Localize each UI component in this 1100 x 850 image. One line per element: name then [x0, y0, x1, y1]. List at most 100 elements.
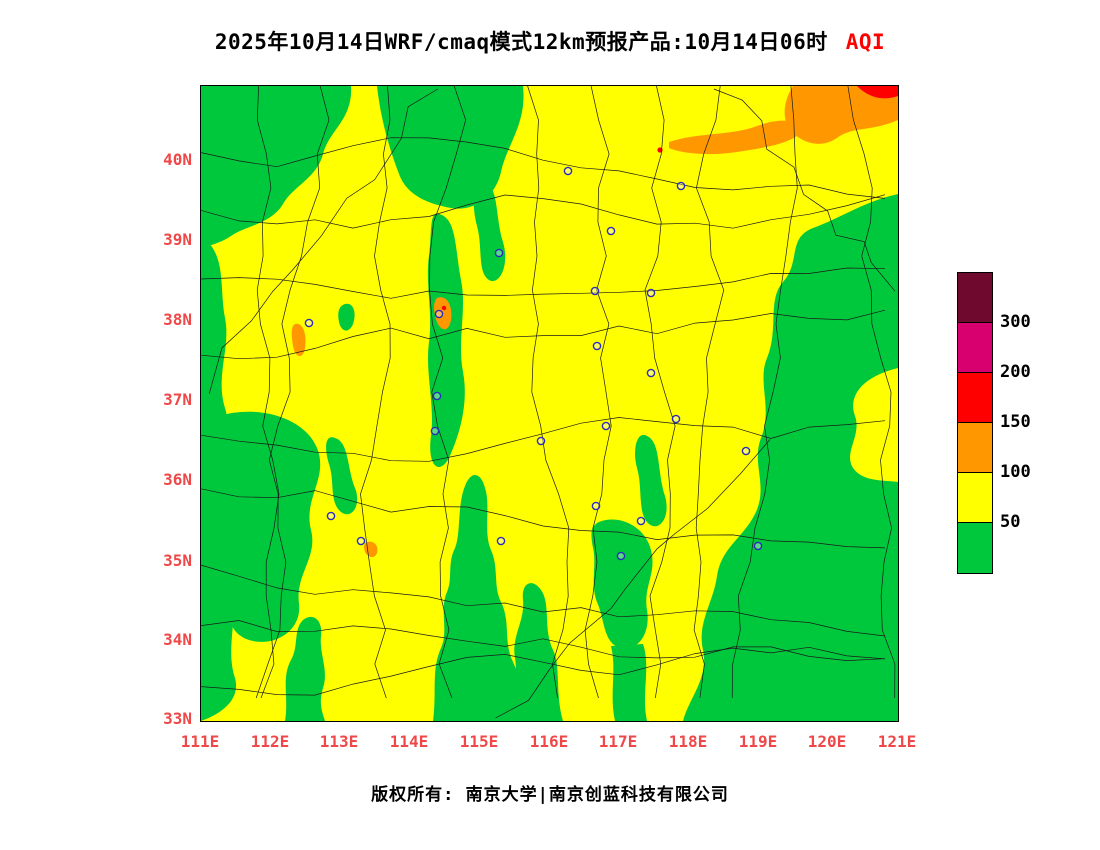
colorbar-segment-hazardous: [958, 273, 992, 323]
lon-tick-label: 115E: [459, 732, 499, 751]
lat-tick-label: 38N: [163, 310, 192, 329]
good-region: [611, 644, 647, 721]
city-marker: [536, 436, 546, 446]
county-boundary: [201, 417, 886, 462]
orange-region: [784, 86, 898, 144]
county-boundary: [201, 309, 886, 360]
colorbar-segment-good: [958, 523, 992, 573]
aqi-map: [201, 86, 898, 721]
lat-tick-label: 40N: [163, 150, 192, 169]
lat-tick-label: 39N: [163, 230, 192, 249]
colorbar-tick-label: 200: [1000, 362, 1031, 382]
county-boundary: [527, 86, 570, 699]
city-markers: [304, 166, 763, 561]
county-boundary: [693, 86, 725, 699]
city-marker: [636, 516, 646, 526]
lon-tick-label: 117E: [598, 732, 638, 751]
lon-tick-label: 118E: [668, 732, 708, 751]
lat-tick-label: 34N: [163, 630, 192, 649]
good-region: [683, 194, 898, 721]
lon-tick-label: 119E: [738, 732, 778, 751]
county-boundary: [201, 194, 886, 229]
good-region: [201, 86, 352, 248]
good-region: [427, 213, 465, 467]
colorbar: [957, 272, 993, 574]
county-boundary: [201, 564, 886, 637]
colorbar-segment-very-unhealthy: [958, 323, 992, 373]
city-marker: [304, 318, 314, 328]
colorbar-segment-unhealthy-sensitive: [958, 423, 992, 473]
lon-tick-label: 120E: [807, 732, 847, 751]
city-marker: [356, 536, 366, 546]
county-boundary: [201, 488, 886, 549]
title-variable-label: AQI: [845, 30, 886, 54]
good-region: [326, 437, 358, 515]
city-marker: [591, 501, 601, 511]
city-marker: [676, 181, 686, 191]
city-marker: [496, 536, 506, 546]
city-marker: [646, 368, 656, 378]
county-boundaries: [201, 86, 896, 719]
lat-tick-label: 33N: [163, 709, 192, 728]
good-region: [635, 434, 667, 527]
city-marker: [753, 541, 763, 551]
lon-tick-label: 114E: [389, 732, 429, 751]
colorbar-tick-label: 50: [1000, 512, 1021, 532]
county-boundary: [847, 86, 896, 699]
orange-region: [291, 323, 306, 357]
colorbar-tick-label: 300: [1000, 312, 1031, 332]
lon-tick-label: 121E: [877, 732, 917, 751]
county-boundary: [495, 439, 771, 719]
city-marker: [606, 226, 616, 236]
colorbar-tick-label: 150: [1000, 412, 1031, 432]
colorbar-tick-label: 100: [1000, 462, 1031, 482]
county-boundary: [201, 620, 886, 661]
title-text: 2025年10月14日WRF/cmaq模式12km预报产品:10月14日06时: [214, 30, 828, 54]
city-marker: [616, 551, 626, 561]
lon-tick-label: 113E: [319, 732, 359, 751]
map-panel: [200, 85, 899, 722]
good-region: [433, 474, 523, 721]
city-marker: [671, 414, 681, 424]
county-boundary: [208, 88, 438, 394]
city-marker: [434, 309, 444, 319]
copyright-text: 版权所有: 南京大学|南京创蓝科技有限公司: [371, 785, 729, 805]
aqi-good-regions: [201, 86, 898, 721]
city-marker: [646, 288, 656, 298]
good-region: [377, 86, 524, 209]
lat-tick-label: 36N: [163, 470, 192, 489]
red-region: [441, 305, 447, 311]
city-marker: [741, 446, 751, 456]
lon-tick-label: 112E: [250, 732, 290, 751]
red-region: [857, 86, 898, 99]
city-marker: [563, 166, 573, 176]
figure-title: 2025年10月14日WRF/cmaq模式12km预报产品:10月14日06时 A…: [0, 26, 1100, 56]
county-boundary: [201, 646, 886, 696]
county-boundary: [584, 86, 612, 699]
county-boundary: [360, 86, 391, 699]
county-boundary: [429, 86, 467, 699]
county-boundary: [256, 86, 280, 699]
lat-tick-label: 35N: [163, 551, 192, 570]
good-region: [501, 583, 563, 721]
good-region: [591, 519, 653, 649]
lon-tick-label: 116E: [529, 732, 569, 751]
colorbar-segment-unhealthy: [958, 373, 992, 423]
county-boundary: [255, 86, 330, 699]
good-region: [338, 303, 355, 331]
city-marker: [494, 248, 504, 258]
lon-tick-label: 111E: [180, 732, 220, 751]
aqi-moderate-inlet: [850, 368, 898, 482]
orange-region: [669, 120, 803, 155]
city-marker: [592, 341, 602, 351]
county-boundary: [644, 86, 676, 699]
good-region: [212, 411, 321, 642]
lat-tick-label: 37N: [163, 390, 192, 409]
city-marker: [430, 426, 440, 436]
county-boundary: [713, 88, 896, 292]
colorbar-segment-moderate: [958, 473, 992, 523]
county-boundary: [201, 267, 886, 299]
city-marker: [590, 286, 600, 296]
city-marker: [432, 391, 442, 401]
